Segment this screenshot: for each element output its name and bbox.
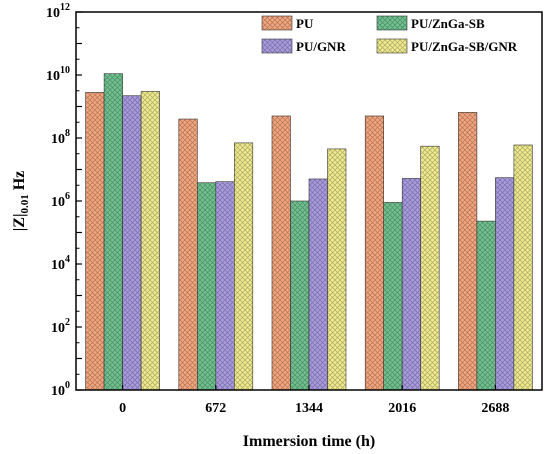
bar-PU-2688	[458, 112, 478, 391]
bar-PU-2016	[364, 115, 385, 391]
bar-PU/ZnGa-SB-1344	[290, 200, 310, 391]
x-tick-label: 672	[205, 401, 226, 416]
y-tick-label: 104	[51, 254, 70, 273]
y-tick-labels: 100 102 104 106 108 1010 1012	[46, 2, 70, 399]
y-tick-label: 102	[51, 317, 70, 336]
tick-marks	[76, 11, 496, 391]
x-tick-label: 0	[119, 401, 126, 416]
bar-PU-0	[85, 92, 105, 391]
y-tick-label: 108	[51, 128, 70, 147]
bar-PU/GNR-2688	[495, 177, 515, 391]
x-axis-title: Immersion time (h)	[243, 433, 375, 450]
y-tick-label: 106	[51, 191, 70, 210]
bar-PU/GNR-2016	[401, 178, 422, 391]
bar-PU/GNR-672	[215, 181, 235, 391]
bars-group	[85, 73, 533, 391]
y-tick-label: 1010	[46, 65, 70, 84]
legend-swatch	[376, 38, 408, 54]
legend-swatch	[261, 38, 293, 54]
bar-PU-1344	[271, 115, 291, 391]
bar-PU-672	[178, 118, 198, 391]
bar-PU/ZnGa-SB/GNR-0	[140, 91, 160, 391]
y-axis-title: |Z|0.01 Hz	[11, 171, 31, 232]
legend-swatch	[261, 15, 293, 31]
y-tick-label: 1012	[46, 2, 70, 21]
x-tick-labels: 0 672 1344 2016 2688	[119, 401, 509, 416]
bar-PU/ZnGa-SB-2688	[476, 220, 496, 391]
bar-PU/ZnGa-SB/GNR-1344	[327, 148, 347, 391]
legend-label: PU/ZnGa-SB/GNR	[411, 39, 518, 54]
legend-label: PU/GNR	[296, 39, 346, 54]
bar-PU/ZnGa-SB-672	[197, 182, 217, 391]
x-tick-label: 2688	[481, 401, 509, 416]
bar-PU/ZnGa-SB/GNR-2016	[420, 145, 440, 391]
bar-PU/ZnGa-SB/GNR-2688	[513, 144, 533, 391]
y-tick-label: 100	[51, 380, 70, 399]
bar-PU/ZnGa-SB-2016	[383, 202, 403, 391]
bar-PU/ZnGa-SB-0	[103, 73, 123, 391]
legend-swatch	[376, 15, 408, 31]
legend-label: PU	[296, 16, 314, 31]
bar-PU/GNR-1344	[308, 178, 328, 391]
bar-PU/ZnGa-SB/GNR-672	[234, 142, 254, 391]
x-tick-label: 1344	[295, 401, 323, 416]
x-tick-label: 2016	[388, 401, 416, 416]
bar-PU/GNR-0	[122, 95, 142, 391]
legend: PU PU/ZnGa-SB PU/GNR PU/ZnGa-SB/GNR	[261, 15, 518, 54]
legend-label: PU/ZnGa-SB	[411, 16, 485, 31]
